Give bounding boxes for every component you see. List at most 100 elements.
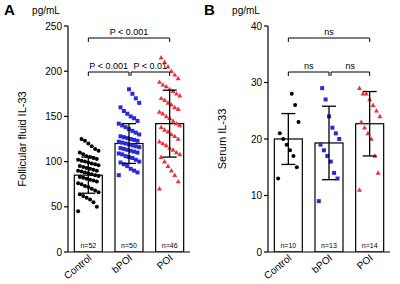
point <box>290 92 294 96</box>
point <box>130 92 134 96</box>
point <box>83 139 87 143</box>
point <box>278 131 282 135</box>
point <box>337 137 341 141</box>
point <box>97 149 101 153</box>
point <box>78 192 82 196</box>
n-label: n=13 <box>321 242 337 249</box>
significance-label: P < 0.01 <box>134 61 168 71</box>
point <box>157 186 162 190</box>
point <box>81 165 85 169</box>
error-cap <box>322 179 336 180</box>
point <box>80 182 84 186</box>
point <box>319 143 323 147</box>
y-axis-label: Follicular fluid IL-33 <box>16 91 28 186</box>
error-cap <box>163 90 177 91</box>
error-cap <box>363 155 377 156</box>
y-axis-label: Serum IL-33 <box>216 109 228 170</box>
error-bar <box>322 106 336 179</box>
point <box>317 199 321 203</box>
point <box>76 209 80 213</box>
point <box>172 173 177 177</box>
point <box>93 162 97 166</box>
point <box>80 137 84 141</box>
point <box>162 159 167 163</box>
point <box>320 86 324 90</box>
point <box>134 96 138 100</box>
point <box>357 86 362 90</box>
y-tick <box>64 206 68 207</box>
point <box>157 79 162 83</box>
error-cap <box>363 91 377 92</box>
y-tick-label: 30 <box>251 77 263 88</box>
x-tick-label: Control <box>62 252 94 281</box>
point <box>132 150 136 154</box>
panel: Bpg/mLSerum IL-33010203040Controln=10bPO… <box>204 1 390 281</box>
marks <box>74 55 183 252</box>
point <box>357 187 362 191</box>
point <box>322 148 326 152</box>
point <box>157 139 162 143</box>
point <box>117 122 121 126</box>
error-cap <box>81 193 95 194</box>
point <box>80 170 84 174</box>
error-bar <box>81 157 95 193</box>
point <box>117 173 121 177</box>
y-tick <box>64 71 68 72</box>
point <box>81 152 85 156</box>
error-stem <box>88 157 89 193</box>
point <box>85 196 89 200</box>
x-tick-label: POI <box>355 252 375 272</box>
significance-bracket: ns <box>331 61 370 76</box>
point <box>88 198 92 202</box>
y-tick-label: 50 <box>51 201 63 212</box>
error-cap <box>281 113 295 114</box>
point <box>119 161 123 165</box>
point <box>97 190 101 194</box>
error-cap <box>322 106 336 107</box>
error-stem <box>169 90 170 157</box>
figure: Apg/mLFollicular fluid IL-33050100150200… <box>0 0 400 284</box>
point <box>78 151 82 155</box>
y-tick <box>264 195 268 196</box>
point <box>78 164 82 168</box>
x-tick-label: bPOI <box>310 252 335 275</box>
y-tick-label: 20 <box>251 134 263 145</box>
point <box>293 103 297 107</box>
x-tick-label: Control <box>262 252 294 281</box>
x-tick-label: bPOI <box>110 252 135 275</box>
point <box>119 105 123 109</box>
y-tick <box>264 25 268 26</box>
point <box>159 55 164 59</box>
point <box>159 96 164 100</box>
point <box>157 109 162 113</box>
point <box>83 184 87 188</box>
point <box>359 119 364 123</box>
y-tick <box>64 116 68 117</box>
panel: Apg/mLFollicular fluid IL-33050100150200… <box>4 1 190 281</box>
point <box>119 146 123 150</box>
point <box>291 154 295 158</box>
y-tick <box>64 251 68 252</box>
point <box>95 179 99 183</box>
point <box>122 109 126 113</box>
marks <box>274 86 383 252</box>
error-cap <box>281 164 295 165</box>
y-tick-label: 0 <box>256 247 262 258</box>
bracket-line <box>88 38 169 42</box>
point <box>86 142 90 146</box>
point <box>330 126 334 130</box>
point <box>137 101 141 105</box>
point <box>165 164 170 168</box>
point <box>374 108 379 112</box>
point <box>91 200 95 204</box>
point <box>90 161 94 165</box>
point <box>95 169 99 173</box>
point <box>81 194 85 198</box>
n-label: n=46 <box>162 242 178 249</box>
point <box>91 179 95 183</box>
significance-bracket: P < 0.001 <box>88 27 169 42</box>
point <box>371 103 376 107</box>
y-tick <box>264 138 268 139</box>
point <box>93 189 97 193</box>
error-stem <box>369 92 370 156</box>
